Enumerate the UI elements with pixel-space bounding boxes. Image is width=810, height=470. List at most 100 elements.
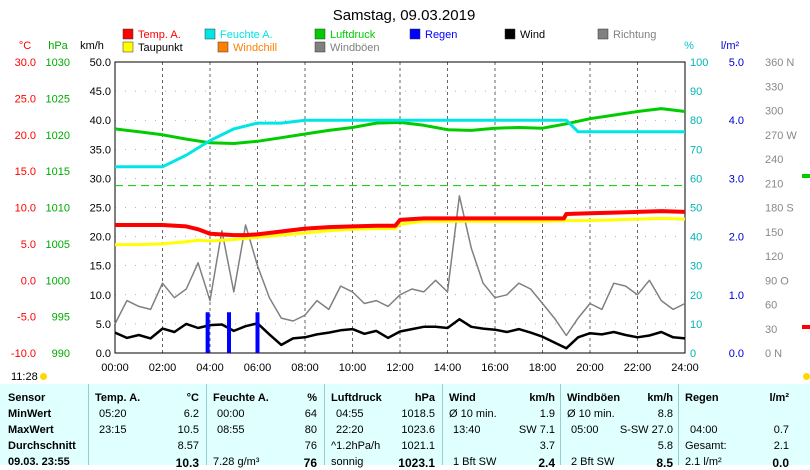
gust-min: 8.8 — [657, 408, 673, 420]
tick-direction-1: 330 — [765, 81, 783, 93]
tick-x-9: 18:00 — [529, 362, 557, 374]
tick-wind_kmh-9: 5.0 — [96, 319, 111, 331]
temp-min-time: 05:20 — [99, 408, 127, 420]
hum-max: 80 — [304, 424, 317, 436]
rain-bar-1 — [227, 312, 231, 353]
unit-pressure_hpa: hPa — [48, 40, 68, 52]
temp-avg: 8.57 — [177, 440, 199, 452]
rain-bar-0 — [205, 312, 210, 353]
marker-pressure — [802, 174, 810, 178]
pres-min-time: 04:55 — [336, 408, 364, 420]
col-hum-unit: % — [307, 392, 317, 404]
rain-bar-2 — [255, 312, 260, 353]
col-pres-unit: hPa — [414, 392, 435, 404]
markers — [802, 174, 810, 329]
tick-direction-7: 150 — [765, 227, 783, 239]
gust-max: S-SW 27.0 — [619, 424, 673, 436]
gust-bft: 2 Bft SW — [571, 456, 615, 468]
tick-wind_kmh-5: 25.0 — [90, 203, 111, 215]
tick-x-10: 20:00 — [576, 362, 604, 374]
tick-direction-12: 0 N — [765, 348, 782, 360]
pres-forecast: sonnig — [331, 456, 364, 468]
tick-x-3: 06:00 — [244, 362, 272, 374]
tick-humidity_pct-6: 40 — [690, 232, 702, 244]
tick-wind_kmh-7: 15.0 — [90, 261, 111, 273]
tick-direction-3: 270 W — [765, 130, 797, 142]
hum-avg: 76 — [304, 440, 317, 452]
legend-swatch-2 — [314, 28, 326, 40]
pres-max: 1023.6 — [401, 424, 435, 436]
marker-temp — [802, 325, 810, 329]
tick-temp_c-0: 30.0 — [15, 57, 36, 69]
tick-direction-10: 60 — [765, 300, 777, 312]
now-marker-right — [803, 373, 810, 380]
grid — [115, 62, 685, 353]
tick-wind_kmh-3: 35.0 — [90, 144, 111, 156]
rain-max: 0.7 — [773, 424, 789, 436]
tick-temp_c-2: 20.0 — [15, 130, 36, 142]
unit-rain_lm2: l/m² — [721, 40, 740, 52]
gust-avg: 5.8 — [657, 440, 673, 452]
tick-x-7: 14:00 — [434, 362, 462, 374]
series-taupunkt — [115, 216, 686, 247]
tick-x-4: 08:00 — [291, 362, 319, 374]
tick-wind_kmh-6: 20.0 — [90, 232, 111, 244]
wind-avg: 3.7 — [539, 440, 555, 452]
row-min-label: MinWert — [8, 408, 52, 420]
tick-direction-6: 180 S — [765, 203, 794, 215]
rain-current: 0.0 — [772, 456, 789, 470]
col-rain-unit: l/m² — [769, 392, 789, 404]
tick-rain_lm2-1: 4.0 — [729, 115, 744, 127]
current-time: 11:28 — [11, 371, 38, 383]
tick-rain_lm2-5: 0.0 — [729, 348, 744, 360]
tick-humidity_pct-8: 20 — [690, 290, 702, 302]
tick-x-11: 22:00 — [624, 362, 652, 374]
tick-wind_kmh-4: 30.0 — [90, 173, 111, 185]
tick-x-6: 12:00 — [386, 362, 414, 374]
tick-humidity_pct-9: 10 — [690, 319, 702, 331]
gust-max-time: 05:00 — [571, 424, 599, 436]
rain-total-label: Gesamt: — [685, 440, 727, 452]
rain-total: 2.1 — [773, 440, 789, 452]
gust-current: 8.5 — [656, 456, 673, 470]
wind-current: 2.4 — [538, 456, 555, 470]
tick-direction-9: 90 O — [765, 275, 789, 287]
tick-pressure_hpa-1: 1025 — [46, 93, 70, 105]
col-hum-header: Feuchte A. — [213, 392, 269, 404]
tick-x-1: 02:00 — [149, 362, 177, 374]
hum-current-note: 7.28 g/m³ — [213, 456, 260, 468]
series-wind — [114, 317, 686, 350]
row-max-label: MaxWert — [8, 424, 54, 436]
legend-swatch-1 — [204, 28, 216, 40]
temp-max-time: 23:15 — [99, 424, 127, 436]
col-temp-header: Temp. A. — [95, 392, 141, 404]
tick-x-0: 00:00 — [101, 362, 129, 374]
tick-x-2: 04:00 — [196, 362, 224, 374]
hum-min: 64 — [304, 408, 317, 420]
tick-humidity_pct-2: 80 — [690, 115, 702, 127]
legend-label-2: Luftdruck — [330, 29, 376, 41]
temp-max: 10.5 — [177, 424, 199, 436]
col-wind-unit: km/h — [529, 392, 555, 404]
tick-x-12: 24:00 — [671, 362, 699, 374]
tick-temp_c-1: 25.0 — [15, 93, 36, 105]
tick-direction-11: 30 — [765, 324, 777, 336]
gust-avg-note: Ø 10 min. — [567, 408, 615, 420]
temp-min: 6.2 — [183, 408, 199, 420]
wind-max: SW 7.1 — [518, 424, 555, 436]
col-gust-header: Windböen — [567, 392, 621, 404]
tick-pressure_hpa-7: 995 — [52, 312, 70, 324]
rain-current-note: 2.1 l/m² — [685, 456, 722, 468]
now-marker-left — [40, 373, 47, 380]
tick-humidity_pct-3: 70 — [690, 144, 702, 156]
axis-ticks: 30.025.020.015.010.05.00.0-5.0-10.010301… — [11, 57, 797, 374]
tick-rain_lm2-4: 1.0 — [729, 290, 744, 302]
wind-max-time: 13:40 — [453, 424, 481, 436]
hum-min-time: 00:00 — [217, 408, 245, 420]
col-temp-unit: °C — [186, 392, 199, 404]
tick-wind_kmh-2: 40.0 — [90, 115, 111, 127]
legend-swatch-7 — [217, 41, 229, 53]
tick-x-8: 16:00 — [481, 362, 509, 374]
legend-label-4: Wind — [520, 29, 545, 41]
pres-max-time: 22:20 — [336, 424, 364, 436]
